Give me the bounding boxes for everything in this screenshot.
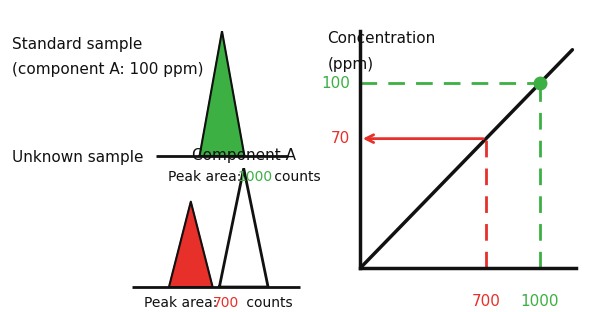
Text: 1000: 1000 [237,170,272,184]
Text: counts: counts [242,296,292,310]
Text: 100: 100 [321,76,350,90]
Text: Concentration: Concentration [328,31,436,46]
Text: 700: 700 [213,296,239,310]
Text: Component A: Component A [192,148,296,163]
Text: 1000: 1000 [521,294,559,309]
Text: counts: counts [270,170,320,184]
Text: Unknown sample: Unknown sample [12,150,143,165]
Text: Standard sample: Standard sample [12,37,142,52]
Text: (ppm): (ppm) [328,57,374,72]
Text: 70: 70 [331,131,350,146]
Text: Peak area:: Peak area: [168,170,246,184]
Text: 700: 700 [472,294,500,309]
Polygon shape [169,202,212,287]
Text: Peak area:: Peak area: [144,296,222,310]
Text: (component A: 100 ppm): (component A: 100 ppm) [12,62,203,77]
Polygon shape [200,31,244,156]
